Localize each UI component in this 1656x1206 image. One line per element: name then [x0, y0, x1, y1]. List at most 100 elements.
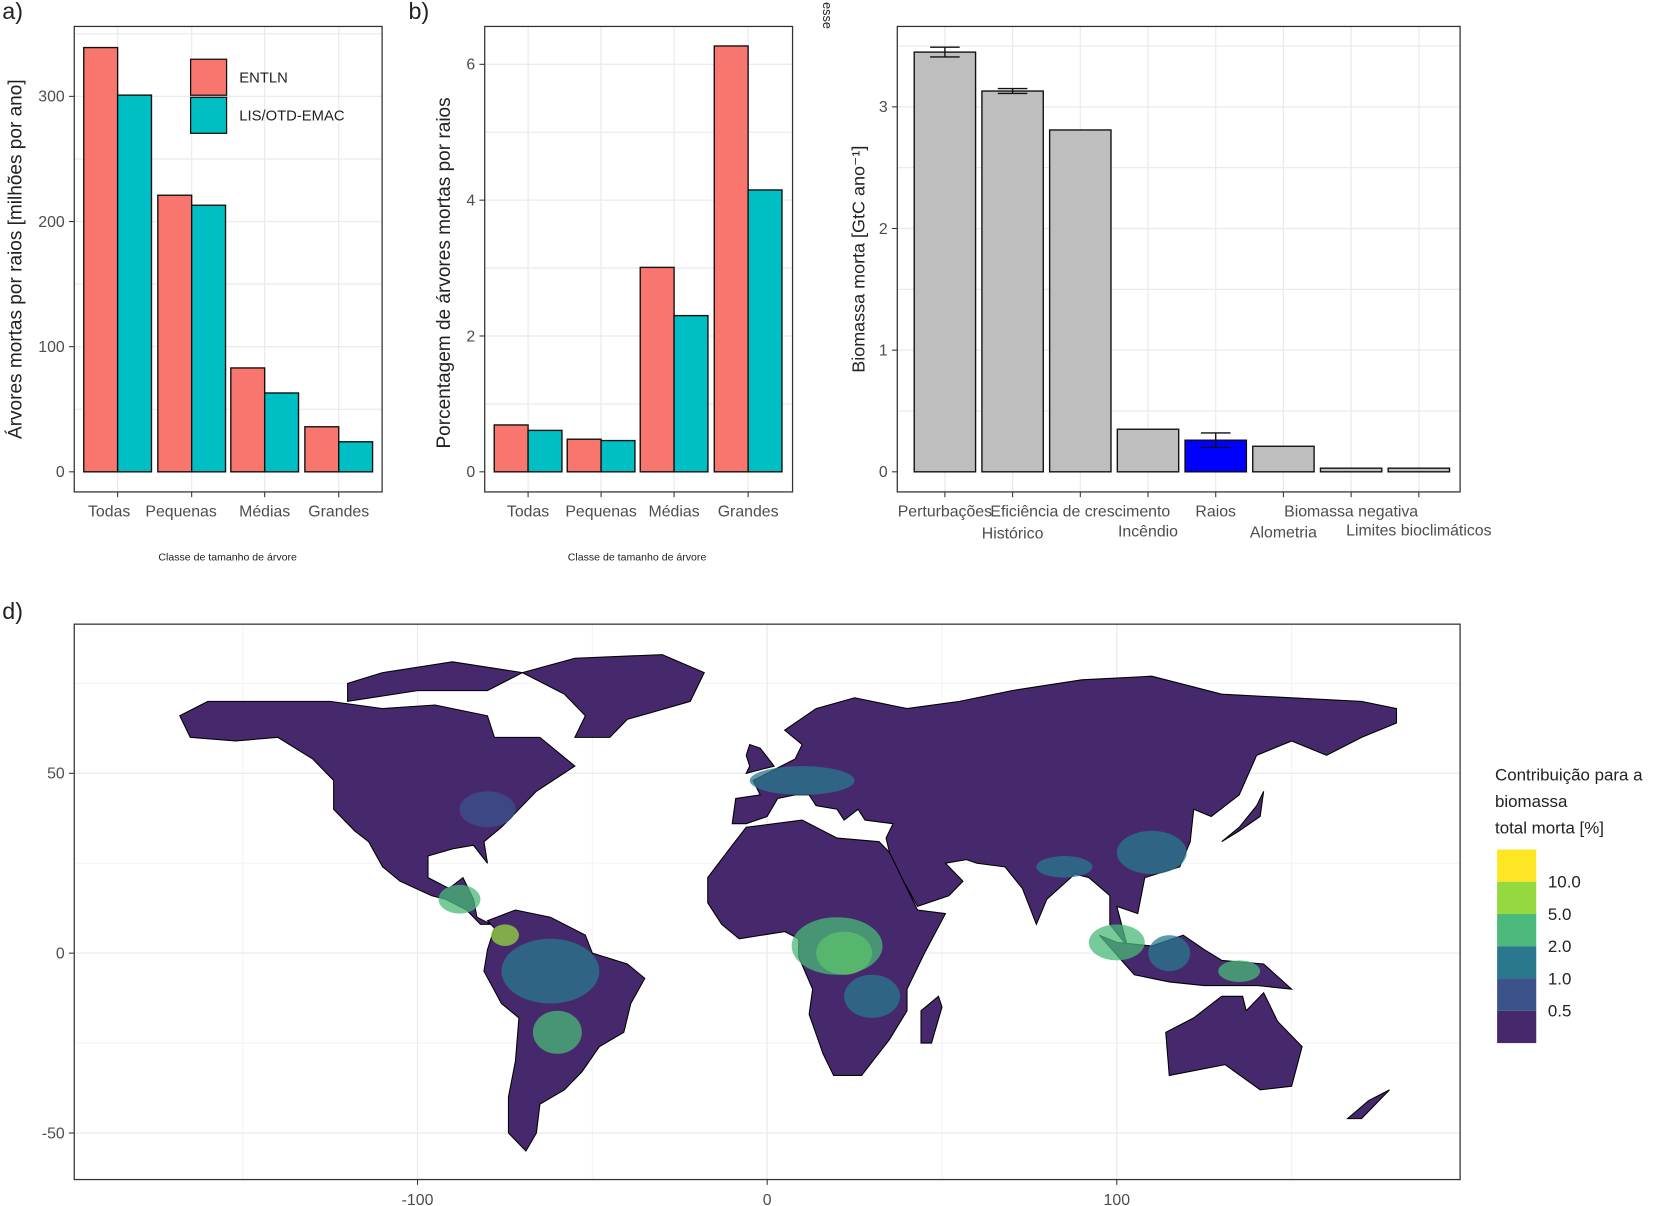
y-tick-label: 2: [879, 221, 888, 238]
y-tick-label: 0: [56, 464, 65, 481]
x-tick-label: -100: [402, 1192, 434, 1206]
bar-entln-todas: [83, 46, 119, 473]
landmass-uk: [745, 743, 776, 775]
landmass-madagascar: [920, 995, 943, 1044]
x-tick-label: Perturbações: [898, 503, 992, 520]
legend-color-4: [1497, 978, 1537, 1011]
legend-lis: LIS/OTD-EMAC: [239, 109, 345, 125]
panel-a-frame: [73, 25, 383, 493]
panel-c-label: esse: [820, 2, 834, 29]
bar-lisotdemac-grandes: [747, 189, 783, 473]
legend-break-label: 5.0: [1548, 905, 1572, 924]
legend-color-5: [1497, 1010, 1537, 1044]
x-tick-label: Pequenas: [565, 503, 636, 520]
panel-c: esse 0 1 2 3 Biomassa morta [GtC ano⁻¹] Per…: [820, 2, 1491, 542]
landmass-greenland: [520, 654, 705, 738]
legend-swatch-entln: [189, 58, 228, 96]
bar-histórico: [981, 90, 1044, 473]
legend-color-0: [1497, 849, 1537, 882]
mortality-hotspot: [1148, 935, 1191, 972]
mortality-hotspot: [501, 938, 600, 1004]
x-tick-label: Raios: [1195, 503, 1236, 520]
bar-incêndio: [1116, 428, 1180, 473]
legend-entln: ENTLN: [239, 71, 288, 87]
legend-color-3: [1497, 946, 1537, 979]
error-bar: [997, 87, 1028, 95]
panel-b-frame: [484, 25, 794, 493]
y-tick-label: 1: [879, 342, 888, 359]
x-tick-label: 100: [1104, 1192, 1131, 1206]
panel-d: d) -100 0 100 -50 0 50 Contribuição para a bi…: [2, 598, 1643, 1206]
x-tick-label: Médias: [239, 503, 290, 520]
x-tick-label: Alometria: [1250, 524, 1317, 541]
legend-color-1: [1497, 881, 1537, 915]
mortality-hotspot: [459, 791, 516, 828]
legend-break-label: 10.0: [1548, 873, 1581, 892]
mortality-hotspot: [532, 1010, 582, 1054]
error-bar: [1200, 432, 1231, 449]
bar-entln-todas: [493, 424, 529, 473]
panel-a-label: a): [2, 0, 23, 24]
legend-title-2: biomassa: [1495, 792, 1568, 811]
y-tick-label: 100: [38, 339, 65, 356]
bar-lisotdemac-médias: [673, 314, 709, 473]
panel-c-frame: [896, 25, 1461, 493]
legend-break-label: 0.5: [1548, 1002, 1572, 1021]
bar-entln-médias: [230, 367, 266, 473]
panel-b-ylabel: Porcentagem de árvores mortas por raios: [434, 97, 455, 448]
panel-b-xlabel: Classe de tamanho de árvore: [568, 552, 707, 564]
landmass-new-zealand: [1346, 1089, 1390, 1120]
bar-lisotdemac-pequenas: [600, 439, 636, 473]
legend-break-label: 2.0: [1548, 937, 1572, 956]
y-tick-label: 6: [466, 57, 475, 74]
bar-biomassa-negativa: [1319, 467, 1383, 473]
legend-title-3: total morta [%]: [1495, 819, 1604, 838]
panel-a-xlabel: Classe de tamanho de árvore: [158, 552, 297, 564]
panel-d-label: d): [2, 598, 23, 624]
legend-break-label: 1.0: [1548, 969, 1572, 988]
y-tick-label: 300: [38, 89, 65, 106]
x-tick-label: Médias: [649, 503, 700, 520]
bar-entln-médias: [639, 266, 675, 473]
x-tick-label: Pequenas: [145, 503, 216, 520]
mortality-hotspot: [791, 917, 883, 975]
landmass-eurasia: [731, 675, 1398, 947]
y-tick-label: 0: [466, 464, 475, 481]
mortality-hotspot: [844, 974, 901, 1018]
mortality-hotspot: [490, 924, 519, 946]
error-bar: [930, 46, 960, 58]
legend: ENTLN LIS/OTD-EMAC: [189, 58, 345, 134]
bar-eficiência-de-crescimento: [1048, 129, 1112, 473]
mortality-hotspot: [1088, 924, 1145, 961]
x-tick-label: Histórico: [982, 525, 1044, 542]
landmass-australia: [1165, 991, 1303, 1091]
x-tick-label: Todas: [507, 503, 549, 520]
y-tick-label: 0: [879, 464, 888, 481]
mortality-hotspot: [438, 884, 481, 914]
x-tick-label: Eficiência de crescimento: [990, 503, 1170, 520]
bar-lisotdemac-todas: [116, 94, 153, 473]
landmass-north-america: [179, 700, 576, 925]
bar-limites-bioclimáticos: [1387, 467, 1451, 473]
legend-title-1: Contribuição para a: [1495, 766, 1643, 785]
bar-entln-grandes: [304, 426, 340, 473]
y-tick-label: 4: [466, 192, 475, 209]
x-tick-label: Grandes: [718, 503, 779, 520]
panel-c-ylabel: Biomassa morta [GtC ano⁻¹]: [848, 146, 868, 373]
bar-lisotdemac-médias: [263, 392, 300, 473]
y-tick-label: 50: [47, 766, 65, 783]
bar-perturbações: [913, 51, 977, 473]
bar-entln-pequenas: [566, 438, 602, 473]
x-tick-label: Incêndio: [1118, 523, 1178, 540]
bar-lisotdemac-grandes: [338, 441, 374, 473]
panel-a: a) 0 100 200 300 Árvores mortas por raios […: [2, 0, 383, 564]
panel-b: b) 0 2 4 6 Porcentagem de árvores mortas po…: [409, 0, 794, 564]
legend-color-2: [1497, 914, 1537, 947]
bar-lisotdemac-pequenas: [190, 204, 227, 473]
bar-entln-grandes: [713, 45, 749, 473]
legend-swatch-lis: [189, 96, 228, 134]
y-tick-label: 0: [56, 945, 65, 962]
landmass-arctic-islands: [347, 661, 525, 703]
bar-lisotdemac-todas: [527, 429, 563, 473]
